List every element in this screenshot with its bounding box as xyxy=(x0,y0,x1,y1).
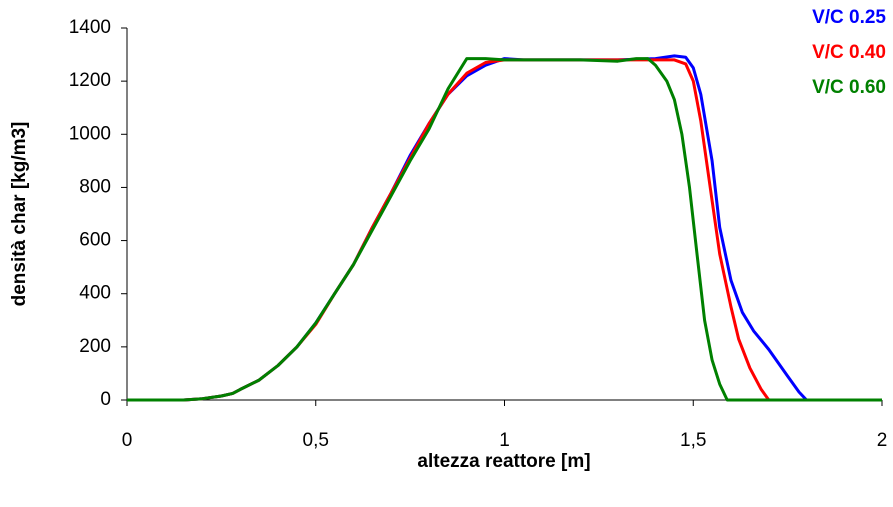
x-tick-label: 2 xyxy=(877,430,888,451)
y-tick-label: 200 xyxy=(79,336,111,357)
x-tick-label: 0,5 xyxy=(303,430,329,451)
x-tick-label: 1 xyxy=(499,430,510,451)
y-tick-label: 600 xyxy=(79,230,111,251)
x-tick-label: 0 xyxy=(122,430,133,451)
legend-label: V/C 0.60 xyxy=(812,77,886,98)
legend-label: V/C 0.25 xyxy=(812,7,886,28)
series-line xyxy=(127,54,882,402)
x-axis-title: altezza reattore [m] xyxy=(417,451,590,472)
x-tick-label: 1,5 xyxy=(680,430,706,451)
y-tick-label: 1000 xyxy=(69,123,111,144)
y-tick-label: 400 xyxy=(79,283,111,304)
series-line xyxy=(127,57,882,402)
y-axis-title: densità char [kg/m3] xyxy=(9,122,30,307)
y-tick-label: 0 xyxy=(100,389,111,410)
y-tick-label: 800 xyxy=(79,176,111,197)
y-tick-label: 1400 xyxy=(69,17,111,38)
legend-label: V/C 0.40 xyxy=(812,42,886,63)
y-tick-label: 1200 xyxy=(69,70,111,91)
